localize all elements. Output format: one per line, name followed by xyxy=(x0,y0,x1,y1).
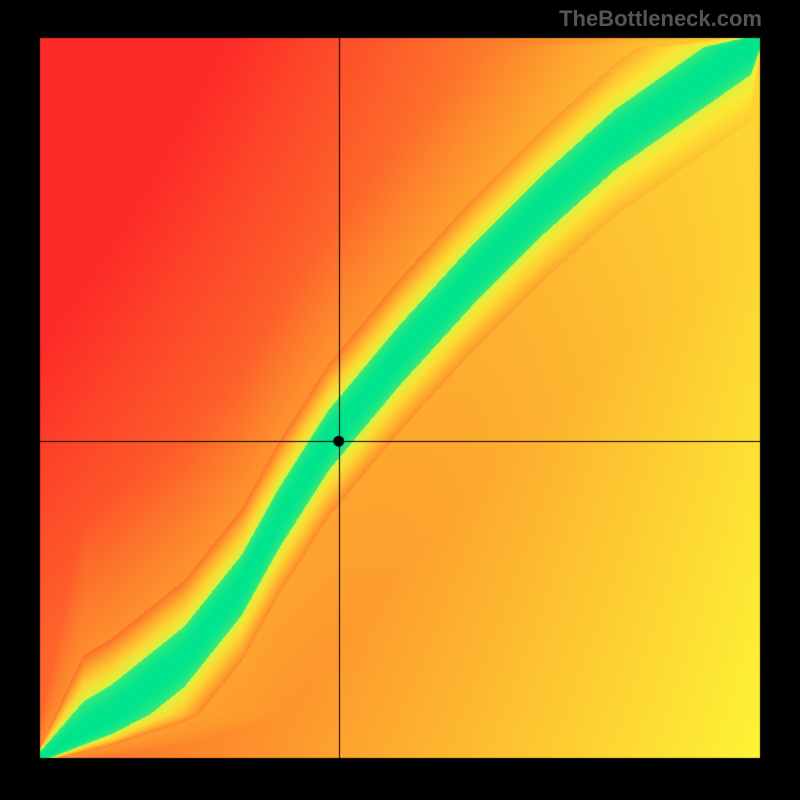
heatmap-canvas xyxy=(0,0,800,800)
chart-container: TheBottleneck.com xyxy=(0,0,800,800)
watermark-text: TheBottleneck.com xyxy=(559,6,762,32)
